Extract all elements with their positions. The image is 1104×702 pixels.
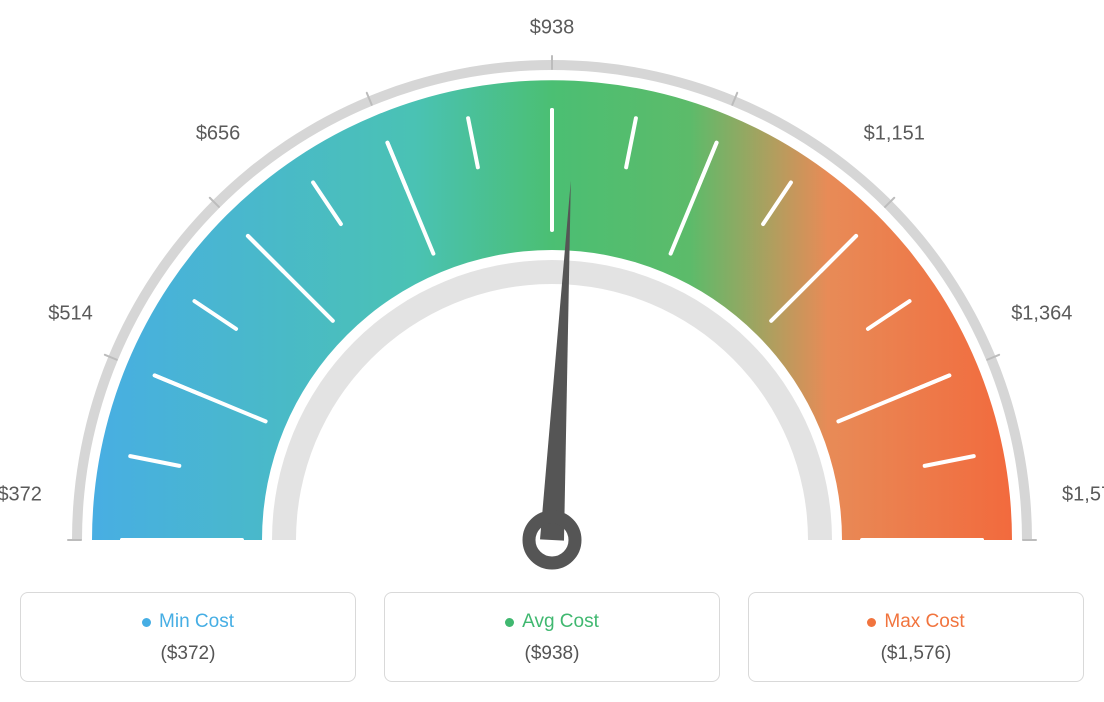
legend-row: Min Cost ($372) Avg Cost ($938) Max Cost… <box>20 592 1084 682</box>
scale-label-1: $514 <box>48 302 93 325</box>
legend-dot-min <box>142 618 151 627</box>
legend-value-avg: ($938) <box>395 643 709 665</box>
legend-card-avg: Avg Cost ($938) <box>384 592 720 682</box>
legend-dot-max <box>867 618 876 627</box>
scale-label-6: $1,576 <box>1062 484 1104 507</box>
cost-gauge-chart: $372$514$656$938$1,151$1,364$1,576 Min C… <box>20 20 1084 682</box>
scale-label-2: $656 <box>196 122 241 145</box>
gauge-svg <box>20 20 1084 580</box>
legend-title-max: Max Cost <box>884 611 964 633</box>
legend-value-min: ($372) <box>31 643 345 665</box>
legend-card-min: Min Cost ($372) <box>20 592 356 682</box>
scale-label-0: $372 <box>0 484 42 507</box>
legend-dot-avg <box>505 618 514 627</box>
scale-label-5: $1,364 <box>1011 302 1072 325</box>
legend-value-max: ($1,576) <box>759 643 1073 665</box>
gauge-area: $372$514$656$938$1,151$1,364$1,576 <box>20 20 1084 580</box>
legend-title-min: Min Cost <box>159 611 234 633</box>
legend-card-max: Max Cost ($1,576) <box>748 592 1084 682</box>
scale-label-3: $938 <box>530 17 575 40</box>
legend-title-avg: Avg Cost <box>522 611 599 633</box>
scale-label-4: $1,151 <box>864 122 925 145</box>
